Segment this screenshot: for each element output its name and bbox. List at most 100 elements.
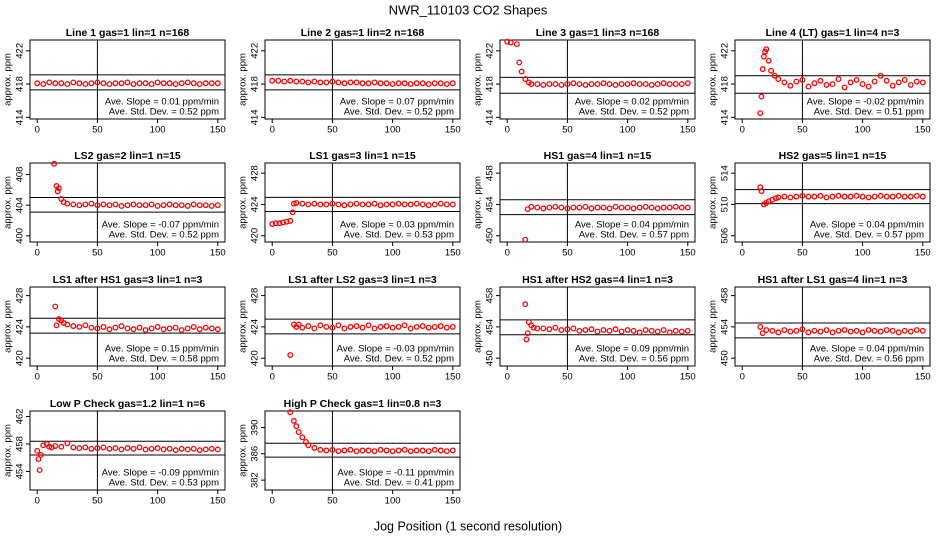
x-tick-label: 0	[505, 372, 510, 383]
x-tick-label: 100	[385, 372, 401, 383]
data-point	[401, 201, 408, 208]
y-tick-label: 458	[485, 288, 496, 304]
data-point	[323, 201, 330, 208]
data-point	[600, 204, 607, 211]
data-point	[865, 83, 872, 90]
annotation: Ave. Std. Dev. = 0.58 ppm	[109, 354, 219, 365]
data-point	[178, 202, 185, 209]
y-tick-label: 400	[15, 228, 26, 244]
data-point	[678, 204, 685, 211]
data-point	[672, 203, 679, 210]
plot-frame	[734, 39, 931, 120]
data-point	[666, 204, 673, 211]
x-tick-label: 50	[92, 496, 103, 507]
x-tick-label: 150	[915, 248, 931, 259]
x-tick-label: 50	[327, 372, 338, 383]
data-point	[901, 76, 908, 83]
y-tick-label: 454	[720, 319, 731, 335]
annotation: Ave. Slope = 0.02 ppm/min	[575, 97, 689, 108]
data-point	[793, 78, 800, 85]
y-tick-label: 386	[250, 446, 261, 462]
data-point	[847, 328, 854, 335]
data-point	[781, 79, 788, 86]
data-point	[636, 81, 643, 88]
x-tick-label: 50	[327, 496, 338, 507]
data-point	[630, 205, 637, 212]
data-point	[528, 81, 535, 88]
data-point	[341, 447, 348, 454]
data-point	[34, 447, 41, 454]
plot-frame	[499, 162, 696, 243]
x-tick-label: 0	[35, 125, 40, 136]
panel-title: Line 1 gas=1 lin=1 n=168	[66, 27, 190, 39]
data-point	[64, 81, 71, 88]
data-point	[588, 205, 595, 212]
data-point	[558, 81, 565, 88]
data-point	[763, 46, 770, 53]
y-tick-label: 422	[250, 43, 261, 59]
x-tick-label: 0	[270, 125, 275, 136]
data-point	[64, 321, 71, 328]
y-tick-label: 510	[720, 197, 731, 213]
data-point	[425, 81, 432, 88]
data-point	[540, 81, 547, 88]
data-point	[759, 330, 766, 337]
x-tick-label: 100	[620, 372, 636, 383]
annotation: Ave. Slope = 0.07 ppm/min	[340, 97, 454, 108]
annotation: Ave. Std. Dev. = 0.57 ppm	[579, 230, 689, 241]
data-point	[295, 429, 302, 436]
data-point	[359, 201, 366, 208]
data-point	[184, 203, 191, 209]
x-tick-label: 100	[855, 125, 871, 136]
x-tick-label: 50	[92, 248, 103, 259]
data-point	[678, 81, 685, 88]
data-point	[877, 328, 884, 335]
data-point	[805, 193, 812, 200]
x-tick-label: 50	[797, 125, 808, 136]
data-point	[311, 78, 318, 85]
data-point	[805, 329, 812, 336]
data-point	[759, 66, 766, 73]
data-point	[612, 81, 619, 88]
data-point	[54, 188, 61, 195]
data-point	[757, 110, 764, 117]
data-point	[558, 204, 565, 211]
data-point	[522, 76, 529, 83]
data-point	[58, 443, 65, 450]
y-tick-label: 424	[15, 319, 26, 335]
x-tick-label: 100	[855, 248, 871, 259]
data-point	[449, 201, 456, 208]
data-point	[443, 324, 450, 331]
data-point	[437, 447, 444, 454]
data-point	[196, 447, 203, 454]
data-point	[293, 423, 300, 430]
data-point	[287, 352, 294, 358]
data-point	[829, 193, 836, 200]
y-tick-label: 428	[250, 165, 261, 181]
data-point	[88, 324, 95, 331]
data-point	[913, 327, 920, 333]
data-point	[889, 82, 896, 89]
annotation: Ave. Std. Dev. = 0.41 ppm	[344, 478, 454, 489]
data-point	[335, 322, 342, 329]
y-tick-label: 390	[250, 420, 261, 436]
y-tick-label: 418	[485, 76, 496, 92]
data-point	[389, 448, 396, 455]
data-point	[305, 323, 312, 330]
data-point	[100, 444, 107, 451]
plot-frame	[29, 410, 226, 491]
data-point	[130, 445, 137, 452]
data-point	[570, 80, 577, 87]
x-tick-label: 150	[210, 125, 226, 136]
data-point	[184, 325, 191, 332]
data-point	[341, 325, 348, 332]
y-axis-label: approx. ppm	[3, 53, 14, 106]
data-point	[513, 41, 520, 48]
y-tick-label: 458	[485, 165, 496, 181]
data-point	[419, 447, 426, 454]
data-point	[389, 201, 396, 208]
data-point	[118, 203, 125, 209]
data-point	[329, 200, 336, 207]
data-point	[817, 192, 824, 199]
data-point	[329, 324, 336, 331]
